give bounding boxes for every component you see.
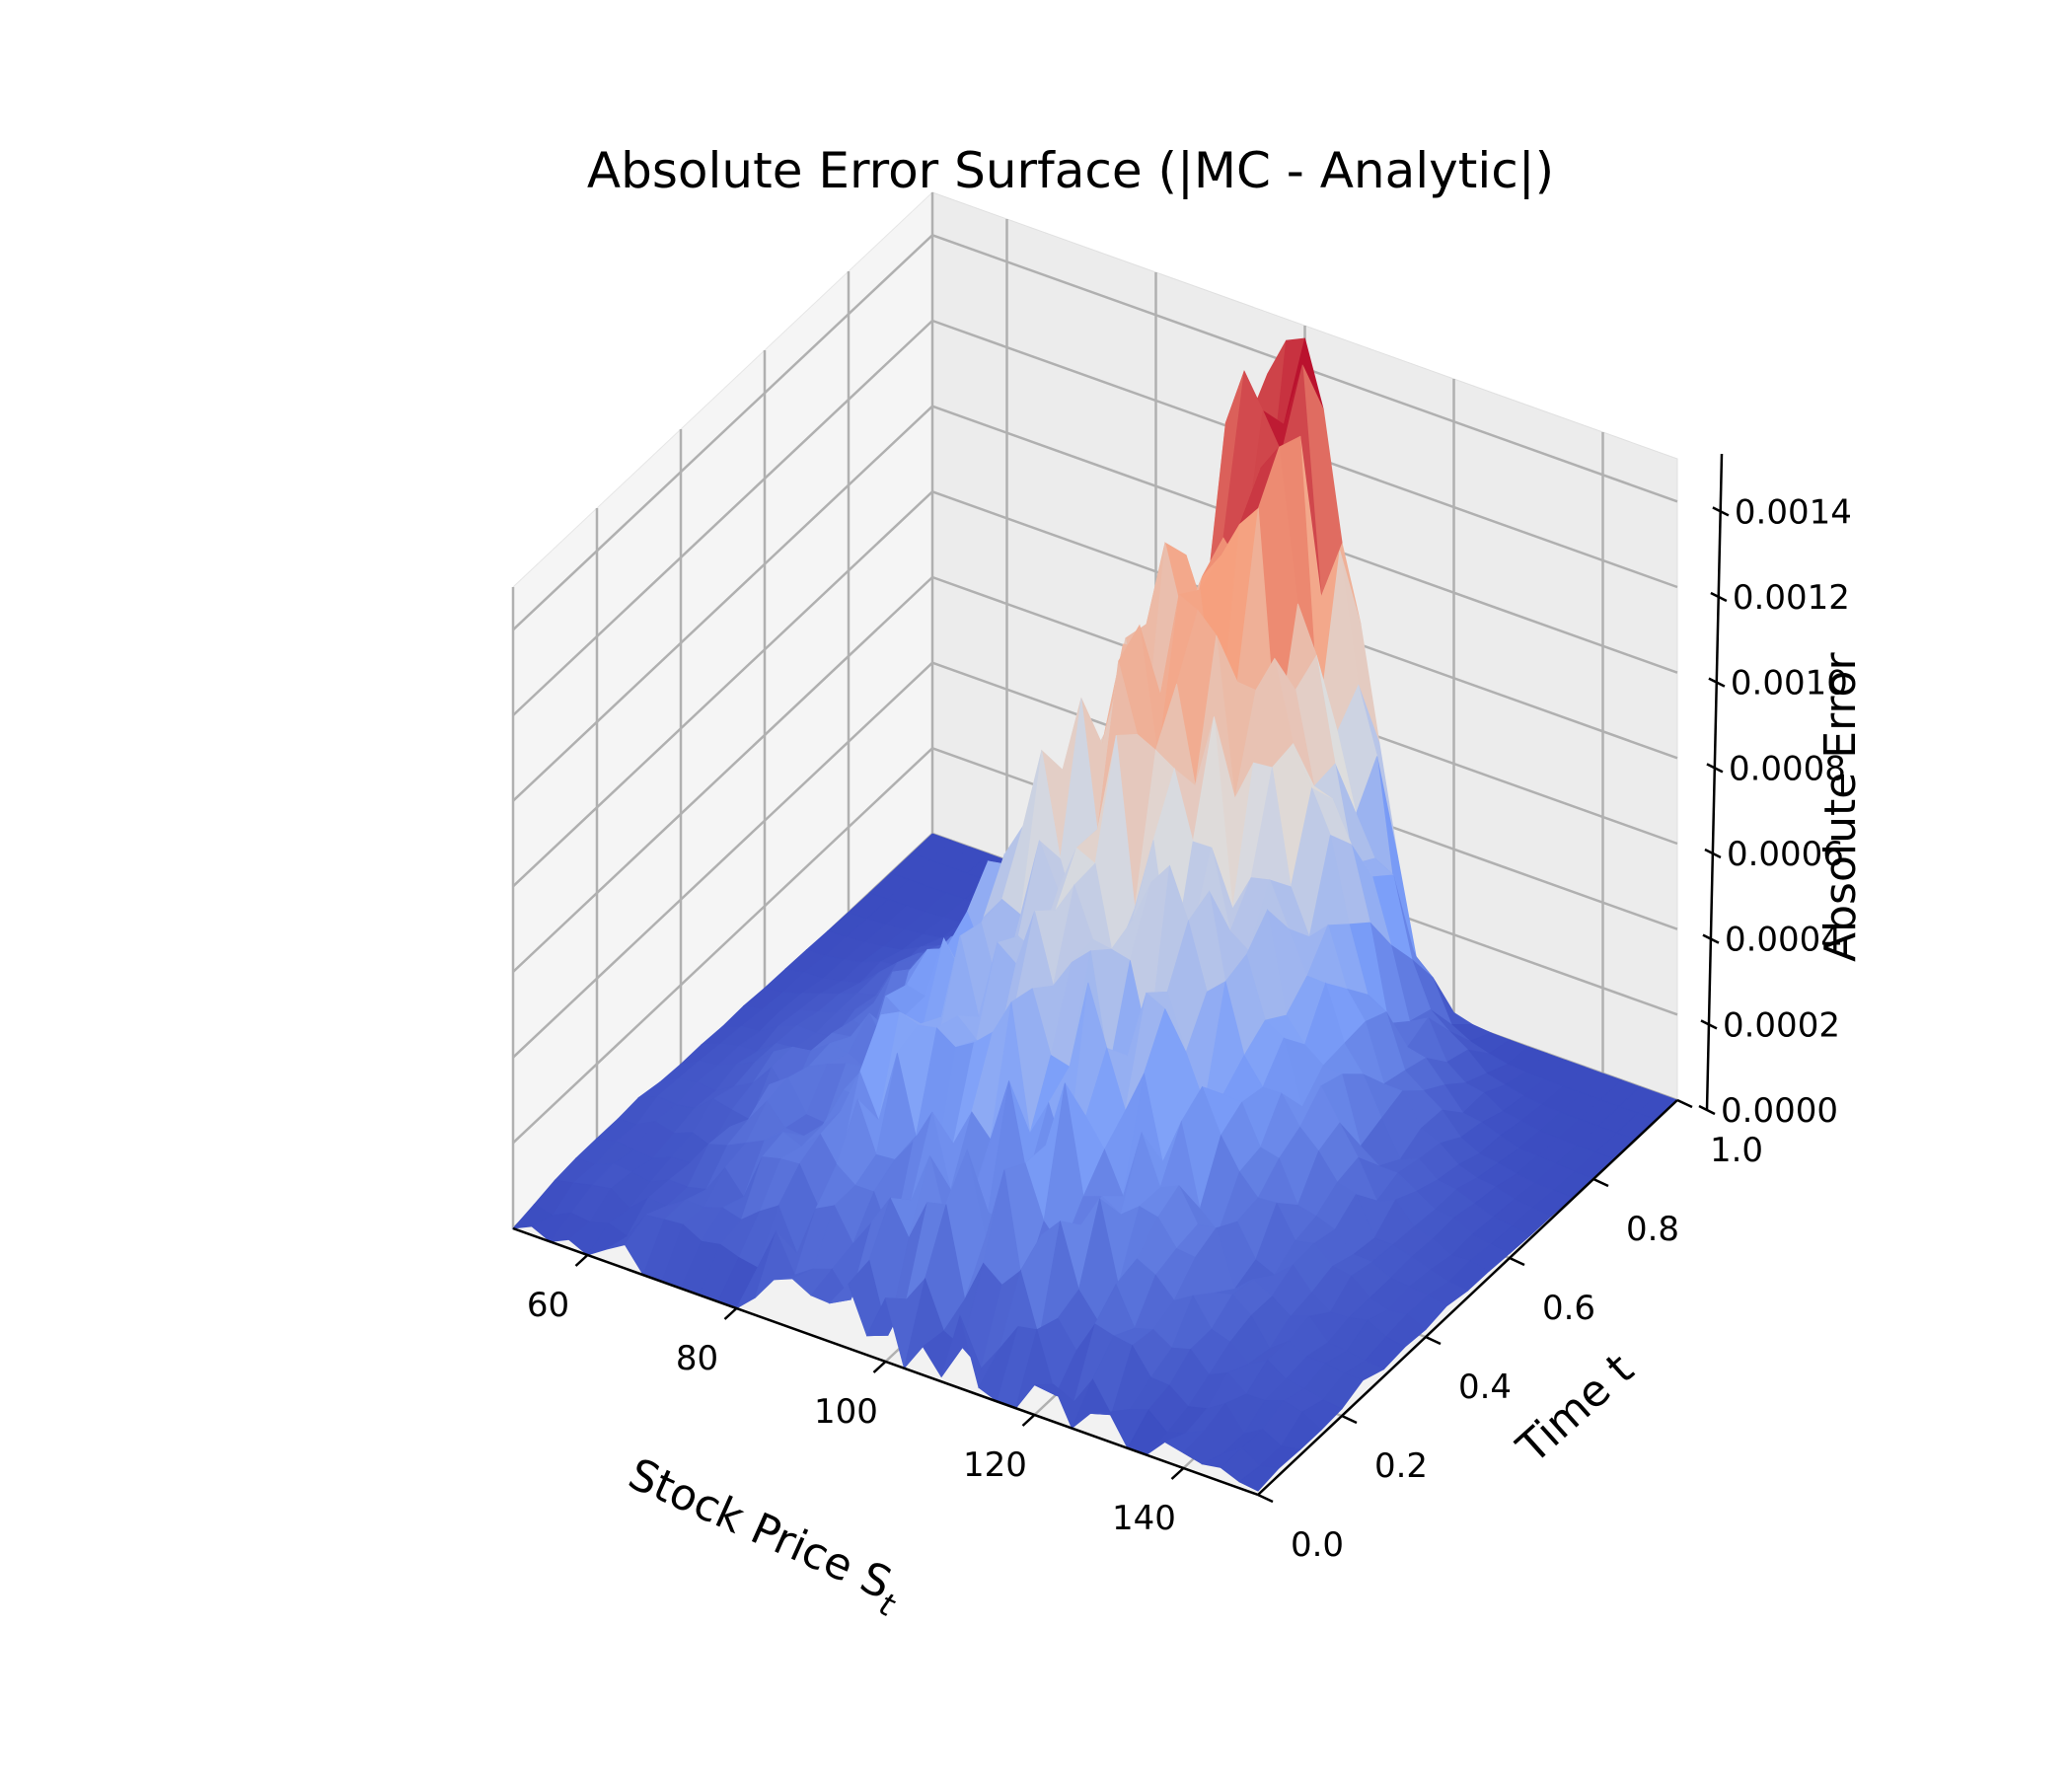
y-tick <box>1257 1493 1274 1504</box>
x-tick-label: 80 <box>676 1339 718 1378</box>
z-tick <box>1700 1019 1718 1030</box>
x-tick-label: 60 <box>527 1286 569 1325</box>
y-tick-label: 0.8 <box>1626 1210 1679 1249</box>
z-tick-label: 0.0014 <box>1735 492 1852 532</box>
z-tick <box>1702 933 1720 944</box>
error-surface <box>512 337 1678 1492</box>
z-tick <box>1708 677 1726 688</box>
z-tick <box>1706 763 1724 774</box>
x-tick-label: 100 <box>814 1392 878 1432</box>
y-tick <box>1425 1335 1442 1346</box>
gridline-z <box>512 405 1678 802</box>
axes: 60 80 100 120 140 0.0 0.2 0.4 0.6 0.8 1.00.0000 0.0… <box>512 453 1852 1565</box>
z-tick-label: 0.0012 <box>1733 578 1850 618</box>
gridline-z <box>512 746 1678 1145</box>
z-tick-label: 0.0004 <box>1725 921 1842 960</box>
y-axis-line <box>1257 1099 1678 1496</box>
chart-title: Absolute Error Surface (|MC - Analytic|) <box>587 142 1554 199</box>
z-tick-label: 0.0000 <box>1721 1091 1838 1131</box>
gridline-z <box>512 319 1678 716</box>
z-tick <box>1710 591 1728 603</box>
x-tick-label: 120 <box>963 1445 1027 1485</box>
y-tick-label: 0.4 <box>1458 1368 1512 1407</box>
gridline-z <box>512 233 1678 631</box>
z-axis-line <box>1705 453 1724 1111</box>
y-tick-label: 0.0 <box>1291 1525 1344 1565</box>
gridline-z <box>512 489 1678 888</box>
y-tick-label: 1.0 <box>1710 1131 1763 1170</box>
z-tick-label: 0.0008 <box>1729 749 1846 788</box>
y-tick <box>1509 1256 1525 1267</box>
z-tick <box>1698 1104 1716 1116</box>
z-tick-label: 0.0010 <box>1731 664 1848 703</box>
y-tick <box>1676 1098 1693 1109</box>
gridline-z <box>512 575 1678 973</box>
gridline-z <box>512 661 1678 1059</box>
z-axis-label: Absolute Error <box>1815 652 1866 962</box>
x-tick <box>872 1361 887 1373</box>
z-tick-label: 0.0002 <box>1723 1005 1840 1045</box>
x-tick <box>1170 1467 1185 1480</box>
y-tick <box>1592 1177 1609 1188</box>
x-axis-label: Stock Price St <box>617 1448 911 1624</box>
z-tick-label: 0.0006 <box>1727 835 1844 874</box>
x-tick <box>574 1254 589 1267</box>
x-tick <box>1021 1414 1036 1427</box>
z-tick <box>1704 848 1722 859</box>
surface-patch <box>1238 1464 1281 1492</box>
y-axis-label: Time t <box>1507 1344 1643 1474</box>
y-tick-label: 0.6 <box>1542 1289 1595 1328</box>
x-tick <box>723 1307 738 1320</box>
y-tick-label: 0.2 <box>1374 1446 1428 1486</box>
z-tick <box>1712 506 1730 517</box>
y-tick <box>1341 1414 1358 1425</box>
x-tick-label: 140 <box>1112 1499 1176 1538</box>
